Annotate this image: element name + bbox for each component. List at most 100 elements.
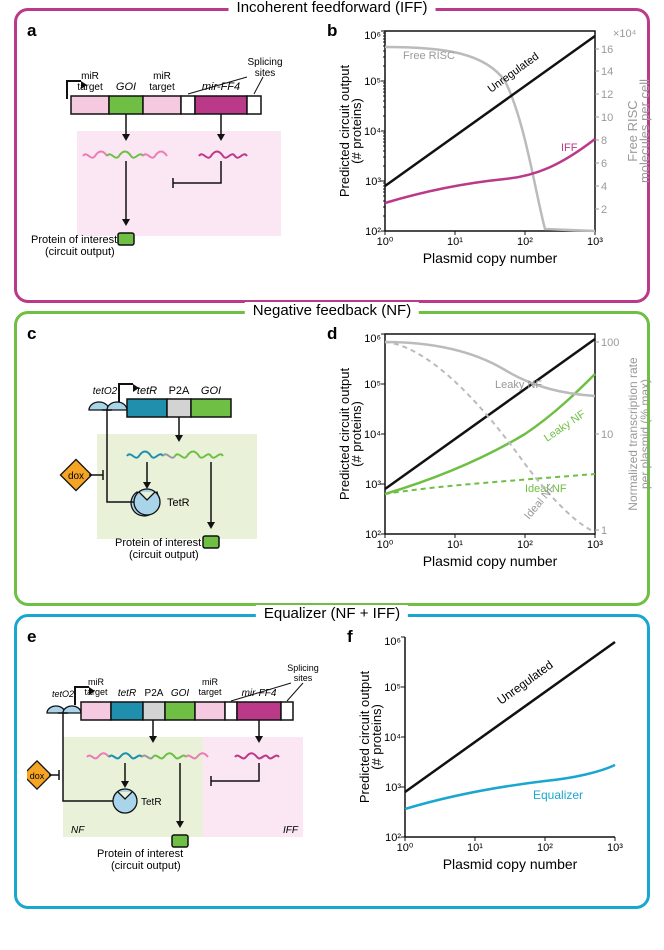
svg-text:Plasmid copy number: Plasmid copy number: [423, 250, 558, 266]
svg-text:TetR: TetR: [141, 797, 162, 808]
svg-text:10¹: 10¹: [447, 539, 463, 551]
letter-d: d: [327, 324, 337, 344]
svg-text:4: 4: [601, 181, 607, 193]
letter-e: e: [27, 627, 36, 646]
svg-text:target: target: [84, 687, 108, 697]
svg-text:target: target: [198, 687, 222, 697]
panel-iff-title: Incoherent feedforward (IFF): [229, 0, 436, 16]
svg-text:GOI: GOI: [171, 688, 190, 699]
svg-text:Protein of interest: Protein of interest: [115, 537, 201, 549]
svg-text:8: 8: [601, 135, 607, 147]
svg-text:per plasmid (% max): per plasmid (% max): [638, 379, 652, 489]
svg-text:IFF: IFF: [283, 825, 299, 836]
svg-text:10⁶: 10⁶: [384, 636, 401, 648]
letter-b: b: [327, 21, 337, 41]
svg-text:mir-FF4: mir-FF4: [242, 688, 277, 699]
svg-text:miR: miR: [202, 677, 218, 687]
svg-text:16: 16: [601, 44, 613, 56]
svg-text:1: 1: [601, 525, 607, 537]
svg-text:10³: 10³: [385, 782, 401, 794]
diagram-iff: miR target GOI miR target mir-FF4 Splici…: [27, 41, 327, 281]
svg-text:sites: sites: [294, 673, 313, 683]
diagram-nf: tetO2 tetR P2A GOI: [27, 344, 327, 584]
svg-text:10²: 10²: [517, 236, 533, 248]
svg-text:10⁴: 10⁴: [384, 732, 401, 744]
svg-text:P2A: P2A: [145, 688, 164, 699]
svg-text:P2A: P2A: [169, 385, 190, 397]
svg-text:10³: 10³: [587, 236, 603, 248]
svg-text:tetO2: tetO2: [93, 386, 118, 397]
svg-text:mir-FF4: mir-FF4: [202, 81, 240, 93]
svg-text:(circuit output): (circuit output): [45, 246, 115, 258]
svg-text:2: 2: [601, 204, 607, 216]
svg-text:Plasmid copy number: Plasmid copy number: [443, 856, 578, 872]
letter-c: c: [27, 324, 36, 343]
svg-text:target: target: [77, 82, 103, 93]
svg-text:10: 10: [601, 429, 613, 441]
svg-text:Plasmid copy number: Plasmid copy number: [423, 553, 558, 569]
svg-text:10¹: 10¹: [467, 842, 483, 854]
svg-text:10⁴: 10⁴: [364, 429, 381, 441]
svg-text:10⁰: 10⁰: [377, 539, 394, 551]
svg-text:(circuit output): (circuit output): [111, 860, 181, 872]
letter-f: f: [347, 627, 353, 647]
svg-text:(# proteins): (# proteins): [349, 401, 364, 467]
chart-iff: 10² 10³ 10⁴ 10⁵ 10⁶ 2: [335, 21, 655, 271]
letter-a: a: [27, 21, 36, 40]
svg-text:10¹: 10¹: [447, 236, 463, 248]
panel-eq-title: Equalizer (NF + IFF): [256, 605, 408, 622]
svg-text:miR: miR: [81, 71, 99, 82]
svg-text:(circuit output): (circuit output): [129, 549, 199, 561]
chart-eq: 10² 10³ 10⁴ 10⁵ 10⁶ 10⁰ 10¹ 10² 10³ Unre…: [355, 627, 655, 877]
svg-text:GOI: GOI: [201, 385, 221, 397]
svg-text:dox: dox: [68, 471, 84, 482]
svg-text:10²: 10²: [537, 842, 553, 854]
svg-text:100: 100: [601, 337, 619, 349]
svg-text:10⁵: 10⁵: [364, 379, 381, 391]
panel-nf: Negative feedback (NF) c tetO2 tetR P2A …: [14, 311, 650, 606]
svg-text:dox: dox: [30, 771, 45, 781]
svg-text:tetR: tetR: [118, 688, 136, 699]
svg-text:target: target: [149, 82, 175, 93]
svg-text:Leaky NF: Leaky NF: [495, 379, 542, 391]
svg-text:sites: sites: [255, 68, 276, 79]
svg-text:molecules per cell: molecules per cell: [637, 79, 652, 183]
svg-text:Protein of interest: Protein of interest: [97, 848, 183, 860]
svg-text:IFF: IFF: [561, 142, 578, 154]
svg-text:(# proteins): (# proteins): [369, 704, 384, 770]
panel-iff: Incoherent feedforward (IFF) a miR targe…: [14, 8, 650, 303]
svg-text:10⁰: 10⁰: [377, 236, 394, 248]
svg-text:Protein of interest: Protein of interest: [31, 234, 117, 246]
svg-text:12: 12: [601, 89, 613, 101]
svg-text:Leaky NF: Leaky NF: [542, 408, 588, 444]
svg-text:10³: 10³: [365, 479, 381, 491]
svg-text:10³: 10³: [587, 539, 603, 551]
svg-text:10⁵: 10⁵: [384, 682, 401, 694]
svg-text:Free RISC: Free RISC: [403, 50, 455, 62]
svg-text:10²: 10²: [517, 539, 533, 551]
svg-text:10³: 10³: [365, 176, 381, 188]
svg-text:Equalizer: Equalizer: [533, 788, 583, 802]
svg-text:NF: NF: [71, 825, 85, 836]
svg-text:tetR: tetR: [137, 385, 157, 397]
panel-eq: Equalizer (NF + IFF) e tetO2: [14, 614, 650, 909]
svg-text:tetO2: tetO2: [52, 689, 74, 699]
svg-text:(# proteins): (# proteins): [349, 98, 364, 164]
svg-text:10³: 10³: [607, 842, 623, 854]
svg-text:Unregulated: Unregulated: [495, 658, 556, 708]
svg-text:10⁰: 10⁰: [397, 842, 414, 854]
svg-text:10⁴: 10⁴: [364, 126, 381, 138]
svg-text:6: 6: [601, 158, 607, 170]
svg-text:GOI: GOI: [116, 81, 136, 93]
svg-text:TetR: TetR: [167, 497, 190, 509]
svg-text:10⁵: 10⁵: [364, 76, 381, 88]
svg-text:×10⁴: ×10⁴: [613, 28, 637, 40]
svg-text:Splicing: Splicing: [287, 663, 319, 673]
diagram-eq: tetO2 miR target tetR P2A GOI miR target…: [27, 647, 347, 887]
svg-text:10⁶: 10⁶: [364, 30, 381, 42]
svg-text:10: 10: [601, 112, 613, 124]
chart-nf: 10² 10³ 10⁴ 10⁵ 10⁶ 10⁰ 10¹ 10² 10³ 1: [335, 324, 655, 574]
svg-text:10⁶: 10⁶: [364, 333, 381, 345]
svg-text:Splicing: Splicing: [247, 57, 282, 68]
svg-text:14: 14: [601, 66, 613, 78]
